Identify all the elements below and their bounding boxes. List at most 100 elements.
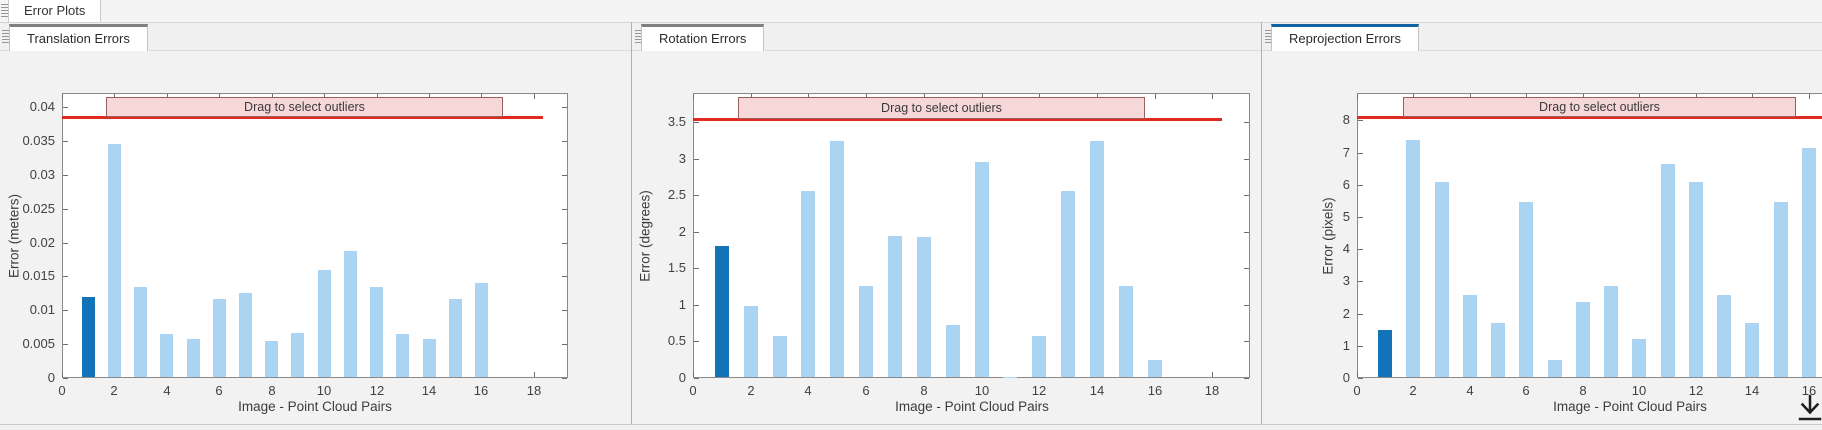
bar-1[interactable] xyxy=(1378,329,1392,377)
drag-handle-icon[interactable] xyxy=(1,4,10,17)
x-tick xyxy=(1212,372,1213,377)
bar-15[interactable] xyxy=(1774,202,1788,377)
y-tick-label: 0.035 xyxy=(22,133,55,148)
bar-15[interactable] xyxy=(1119,285,1133,377)
bar-8[interactable] xyxy=(1576,301,1590,377)
translation-tabbar: Translation Errors xyxy=(0,22,631,51)
bar-2[interactable] xyxy=(1406,140,1420,377)
bar-9[interactable] xyxy=(1604,285,1618,377)
bar-11[interactable] xyxy=(1003,376,1017,378)
bar-5[interactable] xyxy=(1491,323,1505,377)
bar-4[interactable] xyxy=(1463,294,1477,377)
y-tick xyxy=(694,195,699,196)
x-tick xyxy=(219,94,220,99)
bar-7[interactable] xyxy=(888,235,902,377)
x-tick-label: 8 xyxy=(268,383,276,398)
x-tick-label: 16 xyxy=(1147,383,1163,398)
x-tick xyxy=(1809,94,1810,99)
bar-14[interactable] xyxy=(423,339,436,377)
bar-10[interactable] xyxy=(1632,339,1646,377)
bar-13[interactable] xyxy=(1717,294,1731,377)
bar-4[interactable] xyxy=(160,333,173,377)
x-tick-label: 18 xyxy=(1204,383,1220,398)
tab-translation-errors[interactable]: Translation Errors xyxy=(9,24,148,51)
bar-10[interactable] xyxy=(975,161,989,377)
panel-splitter[interactable] xyxy=(1261,22,1262,424)
export-icon[interactable] xyxy=(1795,393,1822,425)
y-tick xyxy=(1358,120,1363,121)
x-tick-label: 8 xyxy=(1579,383,1587,398)
bar-7[interactable] xyxy=(1548,360,1562,377)
y-tick xyxy=(1358,185,1363,186)
bar-3[interactable] xyxy=(773,336,787,377)
y-tick xyxy=(694,122,699,123)
bar-6[interactable] xyxy=(213,299,226,377)
y-tick xyxy=(562,141,567,142)
y-tick-label: 2 xyxy=(1342,306,1350,321)
bar-3[interactable] xyxy=(1435,181,1449,377)
bar-12[interactable] xyxy=(1032,336,1046,377)
y-tick xyxy=(63,310,68,311)
x-tick xyxy=(377,94,378,99)
x-tick xyxy=(167,94,168,99)
x-tick-label: 10 xyxy=(316,383,332,398)
bar-1[interactable] xyxy=(82,296,95,377)
bar-5[interactable] xyxy=(187,339,200,377)
bar-4[interactable] xyxy=(801,190,815,377)
bar-7[interactable] xyxy=(239,292,252,377)
drag-handle-icon[interactable] xyxy=(2,30,11,43)
x-tick-label: 6 xyxy=(862,383,870,398)
y-tick xyxy=(1244,378,1249,379)
x-tick-label: 2 xyxy=(1409,383,1417,398)
bar-14[interactable] xyxy=(1090,141,1104,377)
y-axis-title: Error (pixels) xyxy=(1320,197,1336,275)
drag-select-outliers-box[interactable]: Drag to select outliers xyxy=(106,97,503,117)
bar-3[interactable] xyxy=(134,286,147,377)
bottom-strip xyxy=(0,424,1822,430)
y-tick xyxy=(63,141,68,142)
drag-select-outliers-box[interactable]: Drag to select outliers xyxy=(738,97,1145,119)
bar-8[interactable] xyxy=(917,236,931,377)
bar-6[interactable] xyxy=(1519,202,1533,377)
bar-14[interactable] xyxy=(1745,323,1759,377)
drag-select-outliers-box[interactable]: Drag to select outliers xyxy=(1403,97,1796,117)
x-axis-title: Image - Point Cloud Pairs xyxy=(238,399,392,414)
x-tick xyxy=(114,94,115,99)
bar-16[interactable] xyxy=(1148,359,1162,377)
bar-11[interactable] xyxy=(1661,163,1675,377)
bar-12[interactable] xyxy=(370,286,383,377)
bar-8[interactable] xyxy=(265,340,278,377)
bar-9[interactable] xyxy=(946,325,960,377)
tab-error-plots[interactable]: Error Plots xyxy=(8,0,102,22)
panel-splitter[interactable] xyxy=(631,22,632,424)
y-tick xyxy=(562,209,567,210)
y-tick-label: 1.5 xyxy=(667,260,686,275)
bar-2[interactable] xyxy=(744,306,758,377)
drag-handle-icon[interactable] xyxy=(635,30,644,43)
document-tab-strip: Error Plots xyxy=(0,0,1822,23)
y-tick xyxy=(1244,232,1249,233)
bar-6[interactable] xyxy=(859,285,873,377)
bar-12[interactable] xyxy=(1689,181,1703,377)
bar-11[interactable] xyxy=(344,250,357,377)
bar-16[interactable] xyxy=(1802,147,1816,377)
bar-16[interactable] xyxy=(475,283,488,377)
tab-reprojection-errors[interactable]: Reprojection Errors xyxy=(1271,24,1419,51)
bar-15[interactable] xyxy=(449,299,462,377)
bar-13[interactable] xyxy=(396,333,409,377)
bar-1[interactable] xyxy=(715,246,729,377)
y-tick xyxy=(1244,195,1249,196)
y-tick xyxy=(562,276,567,277)
plot-area[interactable] xyxy=(693,93,1250,378)
tab-rotation-errors[interactable]: Rotation Errors xyxy=(641,24,765,51)
drag-handle-icon[interactable] xyxy=(1265,30,1274,43)
x-axis-title: Image - Point Cloud Pairs xyxy=(1553,399,1707,414)
x-tick xyxy=(982,94,983,99)
bar-13[interactable] xyxy=(1061,190,1075,377)
y-tick-label: 0.03 xyxy=(29,167,55,182)
bar-5[interactable] xyxy=(830,141,844,377)
bar-2[interactable] xyxy=(108,144,121,377)
bar-10[interactable] xyxy=(318,269,331,377)
x-tick xyxy=(1583,94,1584,99)
bar-9[interactable] xyxy=(291,332,304,377)
